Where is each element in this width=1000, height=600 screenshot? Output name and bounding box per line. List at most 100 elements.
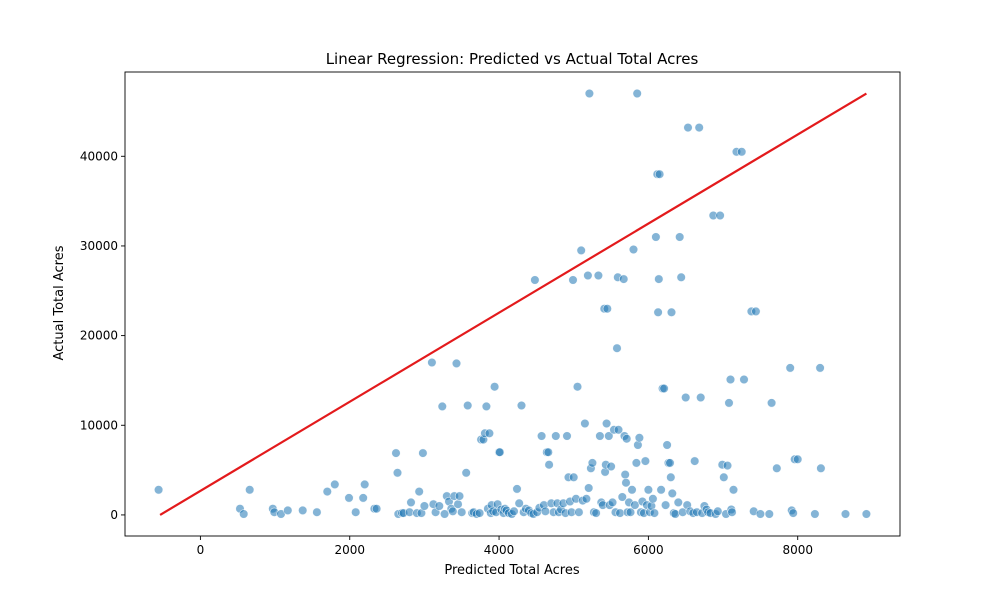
data-point [653, 307, 663, 317]
data-point [613, 425, 624, 435]
data-point [683, 122, 693, 133]
data-point [448, 506, 458, 516]
data-point [651, 232, 661, 242]
data-point [584, 88, 595, 99]
data-point [815, 363, 825, 373]
data-point [755, 509, 766, 519]
data-point [322, 487, 332, 497]
data-point [643, 485, 654, 495]
data-point [764, 509, 774, 519]
data-point [572, 382, 583, 392]
data-point [358, 493, 368, 503]
data-point [861, 509, 872, 519]
data-point [816, 463, 826, 473]
data-point [581, 494, 592, 504]
data-point [751, 306, 761, 317]
data-point [530, 275, 540, 285]
data-point [593, 270, 604, 281]
data-point [454, 491, 465, 501]
data-point [619, 274, 629, 284]
data-point [725, 374, 736, 385]
data-point [612, 343, 622, 353]
data-point [675, 232, 685, 242]
data-point [715, 210, 725, 221]
data-point [344, 493, 354, 503]
data-point [617, 492, 627, 502]
data-point [737, 147, 747, 157]
data-point [245, 485, 255, 495]
data-point [696, 392, 706, 403]
data-point [788, 508, 798, 518]
data-point [360, 479, 370, 490]
data-point [694, 122, 704, 133]
data-point [607, 497, 618, 508]
y-tick-label: 30000 [80, 239, 118, 253]
data-point [840, 509, 851, 519]
data-point [627, 485, 637, 495]
data-point [580, 418, 590, 429]
data-point [154, 485, 164, 495]
y-axis-label: Actual Total Acres [52, 245, 67, 360]
x-tick-label: 6000 [633, 543, 664, 557]
data-point [591, 508, 601, 518]
data-point [654, 274, 664, 284]
data-point [666, 472, 676, 482]
data-point [766, 398, 777, 408]
data-point [583, 270, 593, 281]
x-tick-label: 4000 [484, 543, 515, 557]
data-point [676, 272, 686, 282]
data-point [514, 498, 524, 508]
data-point [406, 497, 416, 508]
data-point [630, 500, 640, 510]
data-point [418, 448, 428, 458]
data-point [667, 488, 677, 499]
data-point [495, 447, 505, 457]
data-point [722, 461, 733, 471]
data-point [632, 88, 642, 99]
data-point [451, 358, 462, 369]
data-point [463, 400, 473, 411]
x-tick-label: 8000 [782, 543, 813, 557]
data-point [665, 458, 675, 468]
x-tick-label: 2000 [334, 543, 365, 557]
data-point [713, 506, 723, 516]
y-tick-label: 20000 [80, 329, 118, 343]
data-point [490, 382, 500, 392]
data-point [606, 461, 616, 472]
data-point [640, 456, 651, 466]
data-point [569, 472, 579, 482]
plot-area: 0 2000 4000 6000 8000 0 10000 20000 30000 40000 [80, 71, 901, 557]
data-point [574, 507, 584, 517]
data-point [622, 434, 632, 444]
data-point [666, 307, 677, 317]
data-point [392, 468, 403, 478]
data-point [437, 401, 447, 412]
data-point [739, 374, 749, 385]
x-tick-label: 0 [197, 543, 205, 557]
data-point [440, 509, 450, 519]
data-point [604, 431, 614, 441]
data-point [649, 508, 660, 518]
data-point [434, 501, 444, 511]
data-point [576, 245, 586, 255]
data-point [568, 275, 578, 285]
x-axis-label: Predicted Total Acres [444, 563, 580, 578]
data-point [625, 507, 636, 517]
axes-frame [124, 71, 901, 537]
data-point [681, 392, 691, 403]
data-point [551, 431, 561, 441]
data-point [785, 363, 795, 373]
data-point [719, 472, 729, 482]
data-point [659, 383, 669, 394]
data-point [330, 479, 340, 490]
y-tick-label: 0 [110, 508, 118, 522]
data-point [724, 398, 734, 408]
data-point [312, 507, 322, 517]
data-point [461, 468, 471, 478]
data-point [654, 169, 665, 179]
data-point [620, 470, 630, 480]
data-point [810, 509, 820, 519]
data-point [673, 497, 683, 508]
data-point [727, 507, 737, 517]
